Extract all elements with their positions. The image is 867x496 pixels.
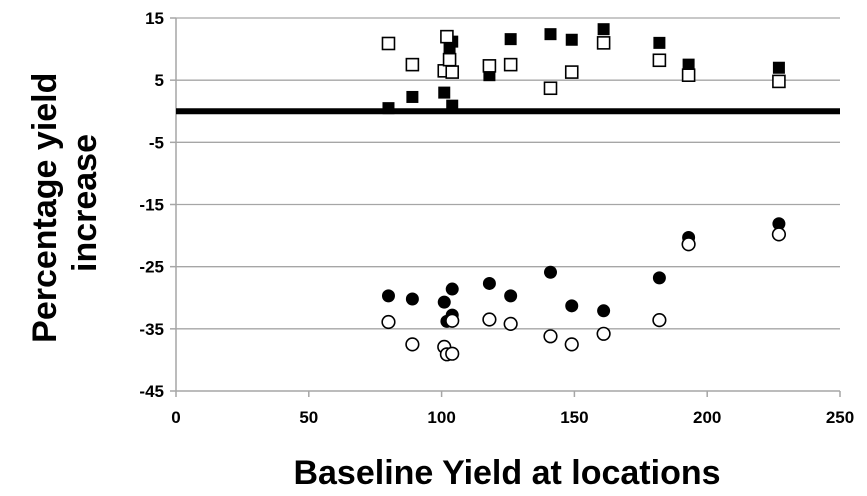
data-point-filled-circle bbox=[437, 295, 451, 309]
data-point-open-circle bbox=[771, 227, 787, 242]
y-tick-label: 15 bbox=[145, 9, 164, 28]
data-point-open-square bbox=[482, 59, 497, 73]
data-points bbox=[381, 23, 787, 362]
x-tick-label: 50 bbox=[299, 408, 318, 427]
data-point-filled-square bbox=[653, 36, 666, 49]
x-tick-labels: 0 50 100 150 200 250 bbox=[171, 408, 854, 427]
data-point-filled-square bbox=[504, 33, 517, 46]
data-point-filled-square bbox=[772, 61, 785, 74]
axes bbox=[170, 17, 841, 397]
data-point-filled-circle bbox=[405, 292, 419, 306]
y-tick-label: -5 bbox=[149, 133, 164, 152]
data-point-open-square bbox=[440, 29, 454, 44]
data-point-open-circle bbox=[381, 314, 396, 330]
data-point-filled-square bbox=[565, 33, 578, 46]
data-point-open-square bbox=[772, 74, 786, 89]
y-tick-label: -35 bbox=[139, 320, 164, 339]
y-tick-label: -45 bbox=[139, 382, 164, 401]
data-point-filled-square bbox=[446, 99, 459, 112]
data-point-open-square bbox=[652, 53, 667, 68]
y-axis-title-line-1: Percentage yield bbox=[26, 73, 64, 343]
data-point-filled-circle bbox=[482, 276, 496, 290]
data-point-filled-circle bbox=[652, 271, 666, 285]
series-open-square bbox=[381, 29, 786, 96]
data-point-open-circle bbox=[564, 337, 579, 352]
y-axis-title: Percentage yield increase bbox=[26, 63, 104, 343]
data-point-open-circle bbox=[543, 329, 558, 344]
x-tick-label: 250 bbox=[826, 408, 854, 427]
data-point-filled-circle bbox=[504, 289, 518, 303]
data-point-filled-circle bbox=[597, 304, 611, 318]
data-point-open-square bbox=[681, 68, 696, 82]
data-point-open-square bbox=[405, 57, 420, 72]
data-point-open-square bbox=[381, 36, 396, 51]
series-filled-circle bbox=[381, 217, 786, 328]
data-point-filled-square bbox=[597, 23, 610, 36]
y-tick-label: -25 bbox=[139, 258, 164, 277]
data-point-open-circle bbox=[405, 337, 420, 352]
y-tick-label: -15 bbox=[139, 196, 164, 215]
data-point-filled-circle bbox=[565, 299, 579, 313]
data-point-open-square bbox=[596, 36, 611, 50]
data-point-filled-circle bbox=[445, 282, 459, 296]
data-point-open-square bbox=[442, 52, 457, 67]
y-tick-label: 5 bbox=[155, 71, 164, 90]
data-point-open-circle bbox=[503, 316, 518, 331]
data-point-filled-square bbox=[438, 86, 451, 99]
data-point-open-square bbox=[543, 81, 558, 96]
data-point-filled-square bbox=[382, 102, 395, 115]
data-point-open-circle bbox=[482, 312, 497, 327]
data-point-open-square bbox=[564, 65, 579, 79]
data-point-filled-circle bbox=[772, 217, 786, 231]
x-tick-label: 100 bbox=[427, 408, 455, 427]
data-point-open-circle bbox=[596, 326, 611, 341]
data-point-open-square bbox=[445, 65, 460, 79]
data-point-filled-circle bbox=[381, 289, 395, 303]
data-point-open-circle bbox=[445, 313, 460, 328]
data-point-filled-square bbox=[406, 90, 419, 103]
data-point-filled-circle bbox=[543, 265, 557, 279]
x-axis-title: Baseline Yield at locations bbox=[293, 454, 720, 492]
x-tick-label: 150 bbox=[560, 408, 588, 427]
data-point-open-circle bbox=[652, 313, 667, 328]
y-axis-title-line-2: increase bbox=[66, 134, 104, 272]
data-point-filled-square bbox=[544, 28, 557, 41]
series-open-circle bbox=[381, 227, 787, 362]
x-tick-label: 200 bbox=[693, 408, 721, 427]
data-point-open-circle bbox=[445, 346, 460, 361]
y-tick-labels: 15 5 -5 -15 -25 -35 -45 bbox=[139, 9, 164, 401]
data-point-filled-square bbox=[682, 58, 695, 71]
data-point-open-square bbox=[503, 57, 518, 72]
x-tick-label: 0 bbox=[171, 408, 180, 427]
data-point-open-circle bbox=[681, 237, 696, 252]
